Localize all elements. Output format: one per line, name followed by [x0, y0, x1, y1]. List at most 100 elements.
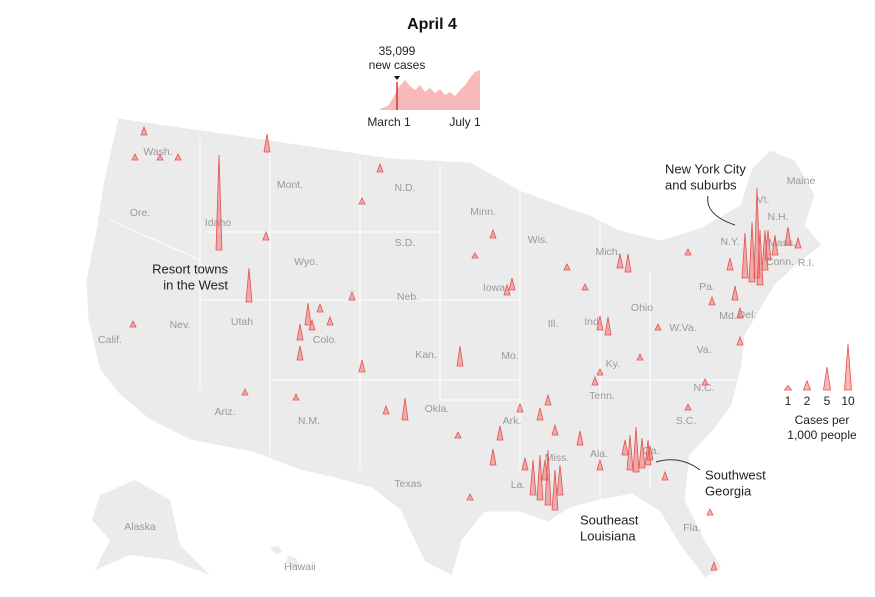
state-label: Wis. — [528, 234, 548, 246]
annotation: New York City — [665, 161, 746, 176]
state-label: Utah — [231, 316, 253, 328]
state-label: Mo. — [501, 350, 519, 362]
sparkline: 35,099 new cases March 1 July 1 — [367, 44, 481, 129]
case-spike — [131, 153, 139, 161]
case-spike — [292, 393, 300, 401]
case-spike — [684, 403, 692, 411]
alaska — [92, 480, 210, 575]
case-spike — [466, 493, 474, 501]
case-spike — [304, 302, 312, 326]
annotation: Georgia — [705, 483, 752, 498]
case-spike — [454, 431, 462, 439]
state-label: N.M. — [298, 415, 320, 427]
state-label: Ohio — [631, 302, 653, 314]
legend-spike — [802, 379, 812, 391]
case-spike — [646, 445, 654, 461]
legend-value: 5 — [824, 394, 831, 408]
legend-value: 10 — [841, 394, 855, 408]
case-spike — [616, 253, 624, 269]
legend-spike — [783, 384, 793, 391]
hawaii — [270, 546, 300, 568]
case-spike — [503, 283, 511, 296]
case-spike — [784, 226, 792, 246]
state-label: Maine — [787, 175, 816, 187]
state-label: Conn. — [766, 256, 794, 268]
state-label: Wyo. — [294, 256, 318, 268]
case-spike — [316, 302, 324, 313]
case-spike — [348, 290, 356, 301]
case-spike — [308, 318, 316, 331]
case-spike — [556, 464, 564, 496]
legend-caption: Cases per — [795, 413, 850, 427]
case-spike — [632, 426, 640, 473]
case-spike — [756, 229, 764, 286]
case-spike — [581, 283, 589, 291]
case-spike — [621, 439, 629, 456]
case-spike — [516, 402, 524, 413]
annotation: Southeast — [580, 512, 639, 527]
state-label: Alaska — [124, 521, 156, 533]
case-spike — [654, 323, 662, 331]
state-label: Pa. — [699, 281, 715, 293]
state-label: Tenn. — [589, 390, 615, 402]
case-spike — [326, 315, 334, 326]
case-spike — [710, 560, 718, 571]
sparkline-area — [380, 70, 480, 110]
case-spike — [736, 306, 744, 319]
case-spike — [596, 315, 604, 331]
state-label: W.Va. — [669, 322, 696, 334]
legend-value: 1 — [785, 394, 792, 408]
case-spike — [563, 263, 571, 271]
case-spike — [706, 508, 714, 516]
case-spike — [129, 320, 137, 328]
annotation: in the West — [163, 277, 228, 292]
case-spike — [536, 407, 544, 421]
state-label: Idaho — [205, 217, 231, 229]
state-label: Nev. — [170, 319, 191, 331]
legend-caption: 1,000 people — [787, 428, 857, 442]
state-label: Kan. — [415, 349, 437, 361]
case-spike — [456, 345, 464, 367]
case-spike — [794, 236, 802, 249]
case-spike — [661, 470, 669, 481]
case-spike — [401, 397, 409, 421]
annotation: Resort towns — [152, 261, 228, 276]
case-spike — [591, 375, 599, 386]
state-label: Mich. — [595, 246, 620, 258]
state-label: S.D. — [395, 237, 415, 249]
case-spike — [296, 345, 304, 361]
case-spike — [684, 248, 692, 256]
case-spike — [551, 423, 559, 436]
case-spike — [764, 229, 772, 261]
state-label: Ark. — [503, 415, 522, 427]
case-spike — [736, 335, 744, 346]
state-label: La. — [511, 479, 526, 491]
case-spike — [376, 162, 384, 173]
case-spike — [604, 316, 612, 336]
case-spike — [471, 252, 479, 259]
state-borders — [109, 140, 740, 500]
case-spike — [296, 323, 304, 341]
state-label: N.D. — [395, 182, 416, 194]
state-label: Ariz. — [215, 406, 236, 418]
case-spike — [241, 388, 249, 396]
state-label: Ore. — [130, 207, 150, 219]
state-label: Ind. — [584, 316, 602, 328]
new-cases-caption: new cases — [369, 58, 426, 72]
state-label: N.C. — [694, 382, 715, 394]
new-cases-value: 35,099 — [379, 44, 416, 58]
annotation: Southwest — [705, 467, 766, 482]
state-label: Texas — [394, 478, 421, 490]
case-spike — [263, 133, 271, 153]
state-label: Vt. — [757, 194, 770, 206]
case-spike — [541, 459, 549, 481]
case-spike — [358, 197, 366, 205]
state-label: S.C. — [676, 415, 696, 427]
case-spike — [262, 230, 270, 241]
marker-arrow — [394, 76, 400, 80]
case-spike — [596, 368, 604, 376]
case-spike — [551, 469, 559, 511]
state-label: Colo. — [313, 334, 338, 346]
case-spike — [638, 437, 646, 469]
